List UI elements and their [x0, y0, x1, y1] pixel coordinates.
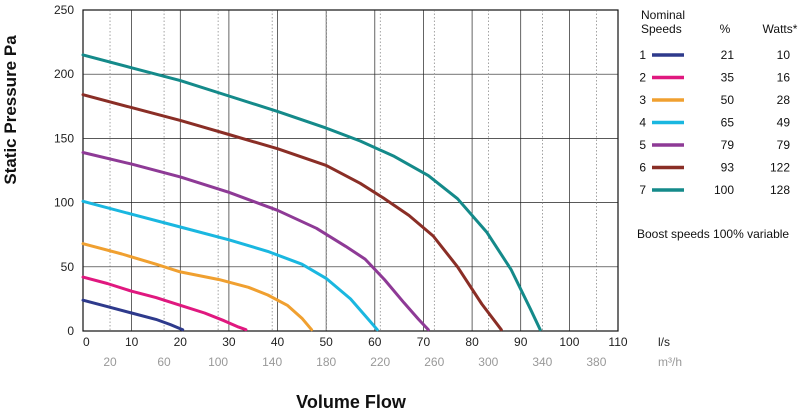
legend-percent-value: 21 [721, 48, 735, 62]
secondary-x-tick-label: 300 [478, 355, 498, 369]
secondary-x-axis-ticks: 20 60 100 140 180 220 260 300 340 380 [103, 355, 606, 369]
legend-rows: 1 21 10 2 35 16 3 50 28 4 65 49 5 79 79 6 93 122 7 100 128 [639, 48, 790, 197]
legend-watts-value: 49 [777, 116, 791, 130]
secondary-x-tick-label: 220 [370, 355, 390, 369]
series-lines [81, 53, 542, 332]
legend-watts-value: 122 [770, 161, 790, 175]
secondary-x-tick-label: 140 [262, 355, 282, 369]
legend-speed-number: 5 [639, 138, 646, 152]
y-tick-label: 50 [61, 260, 75, 274]
legend-percent-value: 65 [721, 116, 735, 130]
x-axis-title: Volume Flow [296, 392, 407, 409]
legend: Nominal Speeds % Watts* 1 21 10 2 35 16 3 50 28 4… [637, 8, 798, 241]
legend-speed-number: 1 [639, 48, 646, 62]
y-tick-label: 100 [54, 196, 74, 210]
legend-speed-number: 2 [639, 71, 646, 85]
x-tick-label: 80 [465, 335, 479, 349]
secondary-x-tick-label: 260 [424, 355, 444, 369]
secondary-x-tick-label: 60 [157, 355, 171, 369]
x-tick-label: 10 [125, 335, 139, 349]
grid [82, 9, 619, 332]
legend-watts-value: 10 [777, 48, 791, 62]
legend-percent-value: 35 [721, 71, 735, 85]
legend-percent-value: 93 [721, 161, 735, 175]
secondary-x-tick-label: 380 [586, 355, 606, 369]
legend-header-line2: Speeds [641, 22, 682, 36]
series-line-speed-6 [81, 93, 503, 332]
series-line-speed-4 [81, 199, 379, 332]
legend-speed-number: 3 [639, 93, 646, 107]
legend-watts-value: 28 [777, 93, 791, 107]
y-axis-ticks: 0 50 100 150 200 250 [54, 3, 74, 338]
plot-frame [82, 9, 619, 332]
x-tick-label: 20 [174, 335, 188, 349]
y-tick-label: 0 [67, 324, 74, 338]
series-line-speed-7 [81, 53, 542, 332]
legend-watts-value: 79 [777, 138, 791, 152]
series-line-speed-1 [81, 298, 185, 332]
legend-speed-number: 4 [639, 116, 646, 130]
legend-percent-value: 79 [721, 138, 735, 152]
secondary-x-tick-label: 180 [316, 355, 336, 369]
x-tick-label: 100 [559, 335, 579, 349]
legend-percent-value: 100 [714, 183, 734, 197]
series-line-speed-3 [81, 242, 314, 332]
x-tick-label: 30 [222, 335, 236, 349]
secondary-x-unit-label: m³/h [658, 355, 682, 369]
y-axis-title: Static Pressure Pa [1, 35, 20, 185]
y-tick-label: 150 [54, 131, 74, 145]
secondary-x-tick-label: 20 [103, 355, 117, 369]
x-tick-label: 0 [83, 335, 90, 349]
secondary-x-tick-label: 340 [532, 355, 552, 369]
legend-header-watts: Watts* [763, 22, 798, 36]
legend-speed-number: 6 [639, 161, 646, 175]
x-tick-label: 50 [320, 335, 334, 349]
series-line-speed-5 [81, 151, 430, 332]
legend-watts-value: 128 [770, 183, 790, 197]
legend-header-percent: % [720, 22, 731, 36]
x-tick-label: 110 [608, 335, 627, 349]
x-tick-label: 60 [368, 335, 382, 349]
x-axis-ticks: 0 10 20 30 40 50 60 70 80 90 100 110 [83, 335, 628, 349]
x-tick-label: 40 [271, 335, 285, 349]
x-tick-label: 90 [514, 335, 528, 349]
x-unit-label: l/s [658, 335, 670, 349]
x-tick-label: 70 [417, 335, 431, 349]
legend-watts-value: 16 [777, 71, 791, 85]
secondary-x-tick-label: 100 [208, 355, 228, 369]
legend-speed-number: 7 [639, 183, 646, 197]
y-tick-label: 250 [54, 3, 74, 17]
boost-note: Boost speeds 100% variable [637, 227, 789, 241]
y-tick-label: 200 [54, 67, 74, 81]
legend-header-line1: Nominal [641, 8, 685, 22]
legend-percent-value: 50 [721, 93, 735, 107]
series-line-speed-2 [81, 275, 248, 332]
